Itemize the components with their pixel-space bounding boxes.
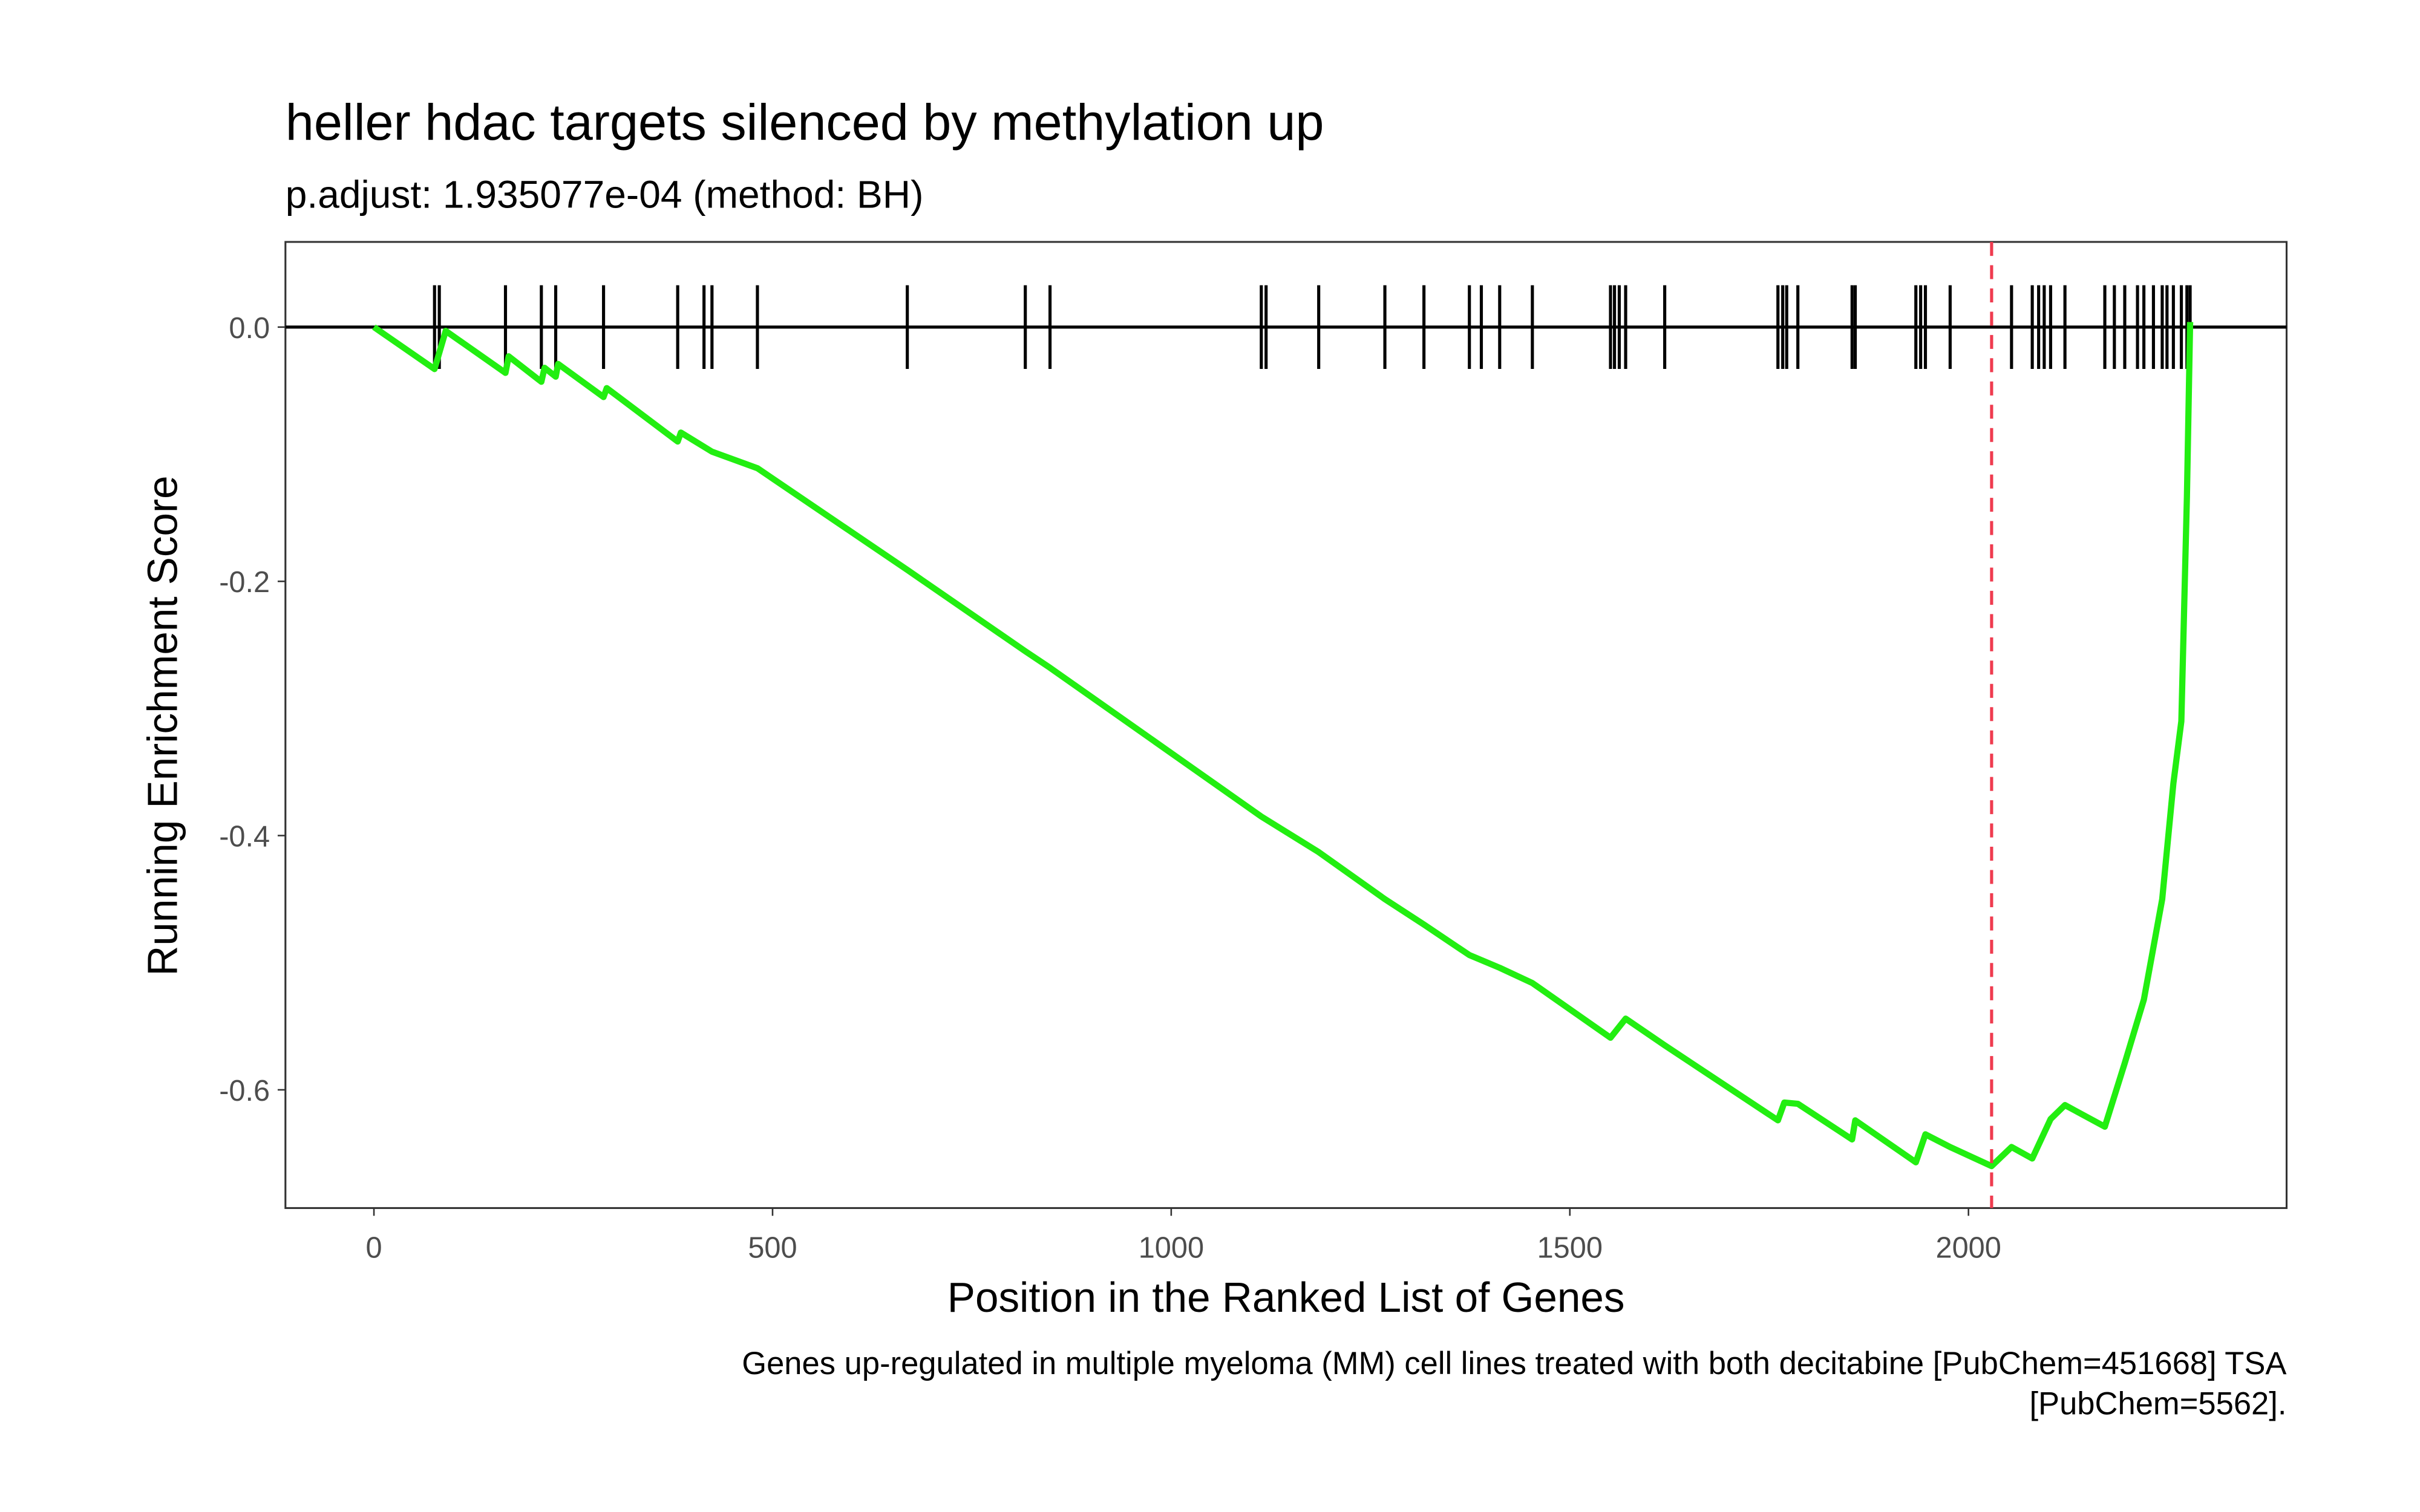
y-tick-label: 0.0 bbox=[229, 312, 270, 345]
caption-line: [PubChem=5562]. bbox=[2029, 1386, 2286, 1421]
enrichment-line bbox=[372, 322, 2194, 1170]
plot-panel bbox=[284, 241, 2288, 1209]
y-tick-label: -0.6 bbox=[219, 1075, 270, 1107]
y-axis-label: Running Enrichment Score bbox=[139, 475, 186, 976]
caption-line: Genes up-regulated in multiple myeloma (… bbox=[742, 1346, 2286, 1381]
y-tick-label: -0.4 bbox=[219, 821, 270, 853]
x-tick-label: 0 bbox=[366, 1231, 382, 1264]
y-tick-label: -0.2 bbox=[219, 566, 270, 599]
chart-title: heller hdac targets silenced by methylat… bbox=[286, 93, 1324, 151]
chart-subtitle: p.adjust: 1.935077e-04 (method: BH) bbox=[286, 173, 924, 217]
x-tick-label: 1500 bbox=[1537, 1231, 1603, 1264]
x-tick-label: 1000 bbox=[1139, 1231, 1204, 1264]
x-axis-label: Position in the Ranked List of Genes bbox=[947, 1274, 1625, 1321]
x-tick-label: 500 bbox=[748, 1231, 797, 1264]
x-tick-label: 2000 bbox=[1936, 1231, 2001, 1264]
